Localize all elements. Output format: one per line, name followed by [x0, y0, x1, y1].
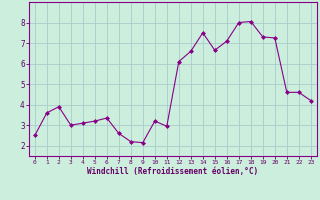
X-axis label: Windchill (Refroidissement éolien,°C): Windchill (Refroidissement éolien,°C)	[87, 167, 258, 176]
